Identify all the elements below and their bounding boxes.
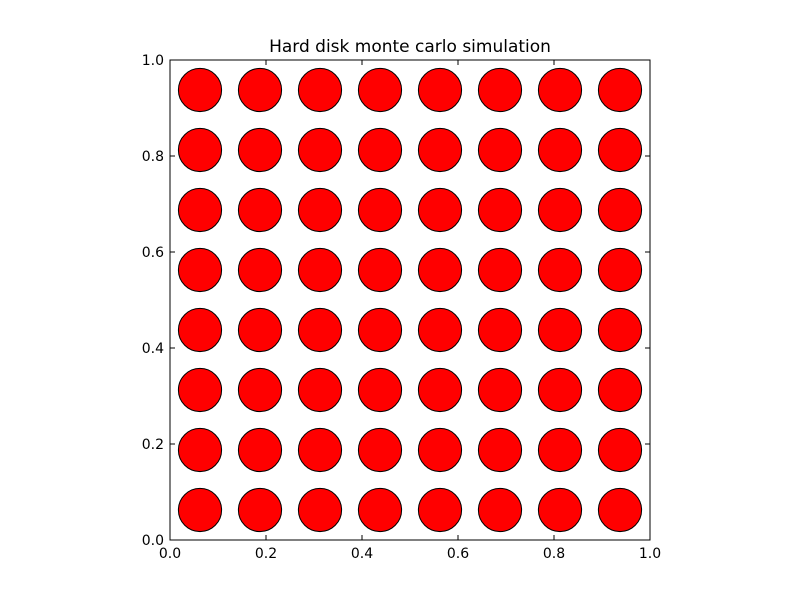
disk-r3-c5 xyxy=(478,308,521,351)
disk-r5-c7 xyxy=(598,188,641,231)
y-tick-label-1: 0.2 xyxy=(142,437,164,453)
disk-r4-c5 xyxy=(478,248,521,291)
disk-r6-c5 xyxy=(478,128,521,171)
disk-r7-c7 xyxy=(598,68,641,111)
disk-r7-c5 xyxy=(478,68,521,111)
disk-r5-c4 xyxy=(418,188,461,231)
disk-r1-c6 xyxy=(538,428,581,471)
disk-r1-c0 xyxy=(178,428,221,471)
disk-r4-c4 xyxy=(418,248,461,291)
y-tick-label-5: 1.0 xyxy=(142,53,164,69)
disk-r3-c6 xyxy=(538,308,581,351)
disk-r7-c1 xyxy=(238,68,281,111)
disk-r2-c7 xyxy=(598,368,641,411)
disk-r2-c1 xyxy=(238,368,281,411)
disk-r4-c0 xyxy=(178,248,221,291)
disk-r6-c0 xyxy=(178,128,221,171)
disk-r7-c0 xyxy=(178,68,221,111)
disk-r5-c3 xyxy=(358,188,401,231)
disk-r5-c6 xyxy=(538,188,581,231)
disk-r7-c3 xyxy=(358,68,401,111)
y-tick-label-0: 0.0 xyxy=(142,533,164,549)
disk-r2-c3 xyxy=(358,368,401,411)
x-tick-label-5: 1.0 xyxy=(639,546,661,562)
y-tick-label-4: 0.8 xyxy=(142,149,164,165)
disk-r6-c7 xyxy=(598,128,641,171)
disk-r1-c1 xyxy=(238,428,281,471)
y-tick-label-2: 0.4 xyxy=(142,341,164,357)
disk-r0-c1 xyxy=(238,488,281,531)
disk-r1-c7 xyxy=(598,428,641,471)
disk-r7-c2 xyxy=(298,68,341,111)
disk-r1-c2 xyxy=(298,428,341,471)
disk-r0-c7 xyxy=(598,488,641,531)
disk-r3-c3 xyxy=(358,308,401,351)
x-tick-label-4: 0.8 xyxy=(543,546,565,562)
disk-r5-c5 xyxy=(478,188,521,231)
disk-r1-c3 xyxy=(358,428,401,471)
disk-r6-c6 xyxy=(538,128,581,171)
disk-r3-c0 xyxy=(178,308,221,351)
disk-r2-c5 xyxy=(478,368,521,411)
disk-r0-c0 xyxy=(178,488,221,531)
disk-r4-c2 xyxy=(298,248,341,291)
disk-r2-c4 xyxy=(418,368,461,411)
disk-r4-c1 xyxy=(238,248,281,291)
disk-r7-c4 xyxy=(418,68,461,111)
disk-r0-c6 xyxy=(538,488,581,531)
disk-r5-c0 xyxy=(178,188,221,231)
disk-r6-c4 xyxy=(418,128,461,171)
disk-r4-c3 xyxy=(358,248,401,291)
disk-r6-c2 xyxy=(298,128,341,171)
disk-r0-c5 xyxy=(478,488,521,531)
disk-r3-c7 xyxy=(598,308,641,351)
y-tick-label-3: 0.6 xyxy=(142,245,164,261)
disk-r0-c3 xyxy=(358,488,401,531)
disk-r0-c4 xyxy=(418,488,461,531)
disk-r3-c4 xyxy=(418,308,461,351)
disk-r3-c1 xyxy=(238,308,281,351)
disk-r5-c2 xyxy=(298,188,341,231)
x-tick-label-1: 0.2 xyxy=(255,546,277,562)
chart-title: Hard disk monte carlo simulation xyxy=(269,37,551,57)
disk-r2-c6 xyxy=(538,368,581,411)
disk-r0-c2 xyxy=(298,488,341,531)
disk-r6-c3 xyxy=(358,128,401,171)
disk-r4-c6 xyxy=(538,248,581,291)
disk-r1-c5 xyxy=(478,428,521,471)
x-tick-label-2: 0.4 xyxy=(351,546,373,562)
disk-r4-c7 xyxy=(598,248,641,291)
disk-r1-c4 xyxy=(418,428,461,471)
disk-r7-c6 xyxy=(538,68,581,111)
disk-r2-c0 xyxy=(178,368,221,411)
disk-r6-c1 xyxy=(238,128,281,171)
x-tick-label-3: 0.6 xyxy=(447,546,469,562)
disk-r5-c1 xyxy=(238,188,281,231)
disk-r3-c2 xyxy=(298,308,341,351)
disk-r2-c2 xyxy=(298,368,341,411)
